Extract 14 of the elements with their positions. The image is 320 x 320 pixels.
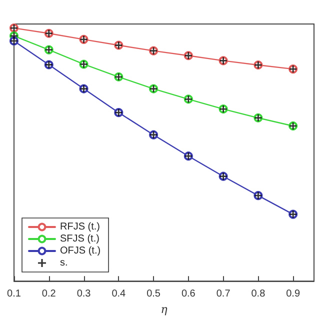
x-tick-label: 0.9	[286, 288, 300, 300]
x-tick-label: 0.8	[251, 288, 266, 300]
legend-label: s.	[60, 258, 68, 268]
x-tick-label: 0.2	[42, 288, 56, 300]
legend-label: RFJS (t.)	[60, 222, 100, 232]
x-tick-label: 0.6	[181, 288, 196, 300]
x-tick-label: 0.4	[112, 288, 126, 300]
x-tick-label: 0.1	[7, 288, 22, 300]
legend-label: OFJS (t.)	[60, 246, 101, 256]
x-tick-label: 0.5	[146, 288, 161, 300]
legend-label: SFJS (t.)	[60, 234, 100, 244]
x-axis-title: η	[160, 303, 168, 316]
x-tick-label: 0.7	[216, 288, 231, 300]
x-tick-label: 0.3	[76, 288, 92, 300]
